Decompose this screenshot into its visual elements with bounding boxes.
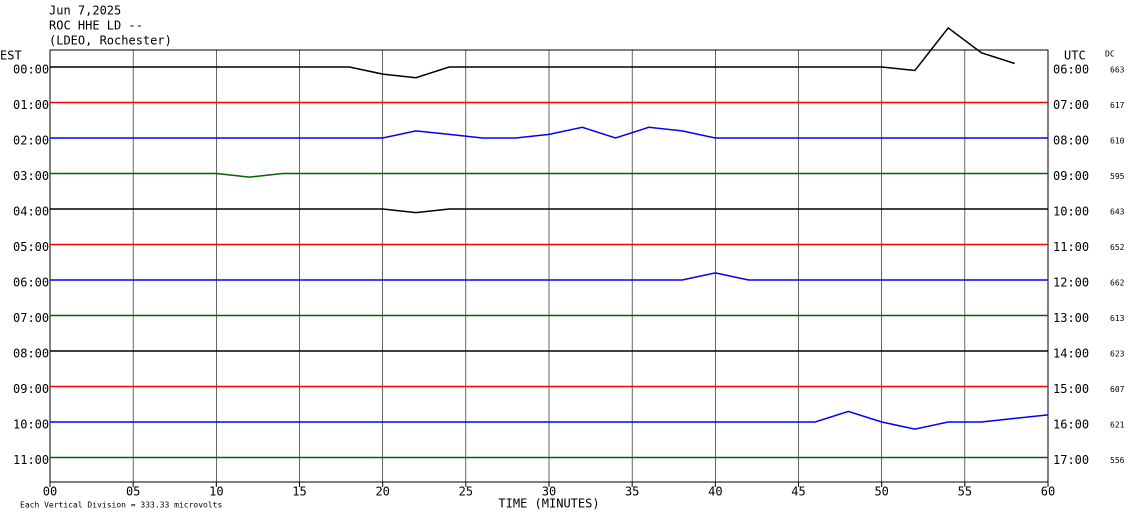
utc-label: 11:00 (1053, 240, 1089, 254)
utc-label: 10:00 (1053, 205, 1089, 219)
dc-value: 662 (1110, 279, 1125, 288)
dc-value: 617 (1110, 101, 1125, 110)
est-label: 01:00 (13, 98, 49, 112)
x-tick-label: 35 (625, 485, 639, 499)
x-tick-label: 45 (791, 485, 805, 499)
utc-label: 13:00 (1053, 311, 1089, 325)
est-label: 05:00 (13, 240, 49, 254)
x-tick-label: 10 (209, 485, 223, 499)
utc-label: 06:00 (1053, 63, 1089, 77)
scale-note: Each Vertical Division = 333.33 microvol… (20, 501, 222, 510)
utc-label: 16:00 (1053, 418, 1089, 432)
est-label: 07:00 (13, 311, 49, 325)
dc-value: 663 (1110, 66, 1125, 75)
utc-label: 15:00 (1053, 382, 1089, 396)
dc-value: 610 (1110, 137, 1125, 146)
utc-label: 17:00 (1053, 453, 1089, 467)
dc-value: 652 (1110, 243, 1125, 252)
utc-label: 12:00 (1053, 276, 1089, 290)
trace (50, 26, 1015, 79)
trace (50, 272, 1048, 281)
dc-value: 595 (1110, 172, 1125, 181)
est-label: 08:00 (13, 347, 49, 361)
x-tick-label: 30 (542, 485, 556, 499)
dc-label: DC (1105, 50, 1115, 59)
est-label: 09:00 (13, 382, 49, 396)
dc-value: 621 (1110, 421, 1125, 430)
est-label: 02:00 (13, 134, 49, 148)
utc-label: 08:00 (1053, 134, 1089, 148)
utc-label: 07:00 (1053, 98, 1089, 112)
dc-value: 613 (1110, 314, 1125, 323)
network: (LDEO, Rochester) (49, 34, 172, 48)
x-tick-label: 55 (958, 485, 972, 499)
est-label: 03:00 (13, 169, 49, 183)
est-label: 06:00 (13, 276, 49, 290)
chart-title: Jun 7,2025 (49, 4, 121, 18)
x-tick-label: 40 (708, 485, 722, 499)
x-tick-label: 60 (1041, 485, 1055, 499)
est-label: 10:00 (13, 418, 49, 432)
trace (50, 410, 1049, 430)
x-tick-label: 00 (43, 485, 57, 499)
dc-value: 623 (1110, 350, 1125, 359)
est-label: 11:00 (13, 453, 49, 467)
est-label: 04:00 (13, 205, 49, 219)
trace (50, 172, 1048, 178)
utc-label: 09:00 (1053, 169, 1089, 183)
trace (50, 126, 1048, 139)
dc-value: 643 (1110, 208, 1125, 217)
x-tick-label: 25 (459, 485, 473, 499)
x-axis-label: TIME (MINUTES) (498, 497, 599, 511)
x-tick-label: 15 (292, 485, 306, 499)
left-label: EST (0, 49, 22, 63)
right-label: UTC (1064, 49, 1086, 63)
utc-label: 14:00 (1053, 347, 1089, 361)
est-label: 00:00 (13, 63, 49, 77)
trace (50, 208, 1048, 214)
x-tick-label: 20 (375, 485, 389, 499)
dc-value: 607 (1110, 385, 1125, 394)
dc-value: 556 (1110, 456, 1125, 465)
x-tick-label: 50 (874, 485, 888, 499)
x-tick-label: 05 (126, 485, 140, 499)
station: ROC HHE LD -- (49, 19, 143, 33)
